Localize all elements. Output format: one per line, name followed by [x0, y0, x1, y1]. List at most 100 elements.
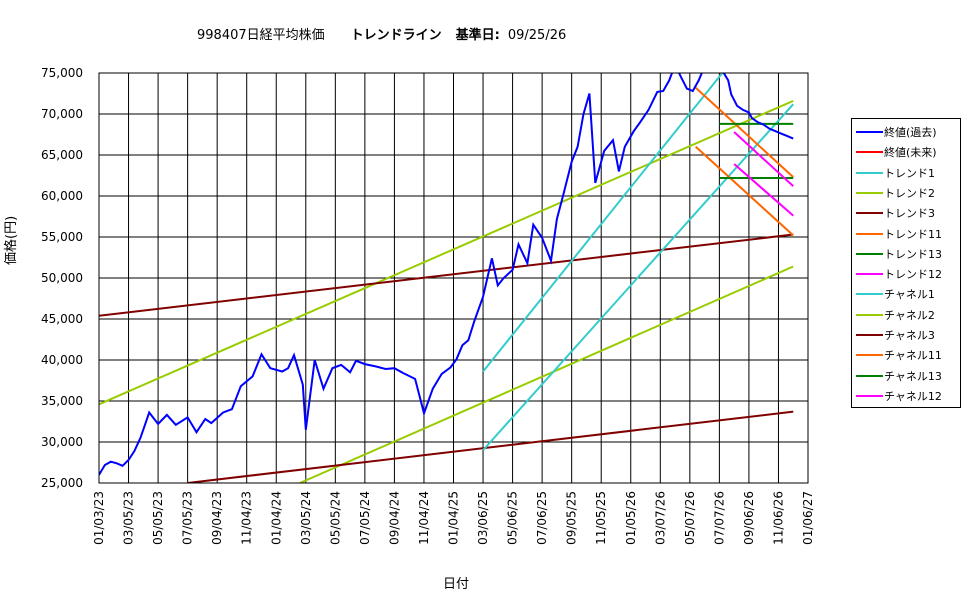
x-tick-label: 01/06/27 [801, 491, 815, 545]
legend-swatch [856, 171, 883, 174]
x-tick-label: 05/07/26 [683, 491, 697, 545]
legend-swatch [856, 151, 883, 154]
channel2-line [299, 265, 794, 483]
y-tick-label: 25,000 [41, 476, 83, 490]
legend: 終値(過去) 終値(未来) トレンド1 トレンド2 トレンド3 トレンド11 トレンド13 ト… [851, 118, 961, 408]
x-tick-label: 11/06/26 [771, 491, 785, 545]
legend-swatch [856, 232, 883, 235]
legend-label: トレンド2 [884, 186, 935, 200]
legend-item: 終値(過去) [852, 122, 962, 142]
x-tick-label: 11/04/24 [417, 491, 431, 545]
legend-label: 終値(過去) [884, 126, 937, 139]
legend-label: チャネル13 [884, 369, 942, 383]
trend3-line [99, 233, 794, 317]
x-tick-label: 09/04/23 [210, 491, 224, 545]
legend-item: 終値(未来) [852, 142, 962, 162]
trend2-line [99, 99, 794, 406]
y-tick-label: 60,000 [41, 189, 83, 203]
x-tick-label: 03/05/24 [299, 491, 313, 545]
x-tick-label: 01/03/23 [92, 491, 106, 545]
y-tick-label: 55,000 [41, 230, 83, 244]
trendline-title: トレンドライン [350, 28, 442, 43]
x-tick-label: 05/06/25 [506, 491, 520, 545]
y-tick-label: 75,000 [41, 66, 83, 80]
x-tick-label: 01/04/25 [447, 491, 461, 545]
legend-label: トレンド1 [884, 166, 935, 180]
legend-item: チャネル1 [852, 284, 962, 304]
x-tick-label: 03/06/25 [476, 491, 490, 545]
legend-item: チャネル3 [852, 325, 962, 345]
x-tick-label: 11/04/23 [240, 491, 254, 545]
legend-label: チャネル1 [884, 288, 935, 302]
x-tick-label: 07/05/24 [358, 491, 372, 545]
legend-swatch [856, 354, 883, 357]
legend-swatch [856, 212, 883, 215]
x-tick-label: 07/06/25 [535, 491, 549, 545]
x-tick-label: 09/05/25 [565, 491, 579, 545]
series-lines [99, 73, 794, 483]
y-tick-label: 65,000 [41, 148, 83, 162]
legend-item: チャネル11 [852, 345, 962, 365]
legend-label: チャネル2 [884, 308, 935, 322]
legend-swatch [856, 374, 883, 377]
x-tick-label: 03/05/23 [122, 491, 136, 545]
legend-swatch [856, 273, 883, 276]
legend-item: トレンド12 [852, 264, 962, 284]
x-tick-label: 05/05/24 [328, 491, 342, 545]
legend-swatch [856, 334, 883, 336]
legend-swatch [856, 191, 883, 194]
y-tick-label: 70,000 [41, 107, 83, 121]
y-tick-labels: 25,000 30,000 35,000 40,000 45,000 50,000 55,0… [41, 66, 83, 490]
x-tick-label: 05/05/23 [151, 491, 165, 545]
legend-swatch [856, 293, 883, 296]
trend1-line [482, 73, 724, 373]
legend-label: トレンド12 [884, 268, 942, 282]
y-tick-label: 40,000 [41, 353, 83, 367]
y-tick-label: 45,000 [41, 312, 83, 326]
legend-item: チャネル12 [852, 386, 962, 406]
legend-label: トレンド3 [884, 207, 935, 221]
channel3-line [187, 410, 794, 483]
x-tick-label: 09/06/26 [742, 491, 756, 545]
channel1-line [482, 103, 794, 451]
legend-label: 終値(未来) [884, 146, 937, 160]
legend-item: トレンド2 [852, 183, 962, 203]
y-tick-label: 35,000 [41, 394, 83, 408]
legend-swatch [856, 394, 883, 397]
close-past-line [99, 73, 794, 476]
legend-swatch [856, 252, 883, 255]
x-tick-label: 01/04/24 [269, 491, 283, 545]
legend-item: トレンド11 [852, 224, 962, 244]
legend-swatch [856, 313, 883, 316]
x-axis-label: 日付 [443, 577, 470, 592]
legend-label: トレンド11 [884, 227, 942, 241]
legend-item: トレンド13 [852, 244, 962, 264]
legend-label: チャネル3 [884, 329, 935, 342]
x-tick-label: 01/05/26 [624, 491, 638, 545]
legend-swatch [856, 131, 883, 133]
base-date-label: 基準日: [455, 28, 500, 43]
legend-item: チャネル13 [852, 366, 962, 386]
base-date-value: 09/25/26 [507, 28, 567, 43]
legend-item: トレンド1 [852, 163, 962, 183]
legend-label: チャネル11 [884, 349, 942, 363]
y-tick-label: 50,000 [41, 271, 83, 285]
x-tick-label: 03/07/26 [653, 491, 667, 545]
trend12-line [733, 131, 794, 187]
x-tick-label: 07/07/26 [712, 491, 726, 545]
chart-title: 998407日経平均株価 トレンドライン 基準日: 09/25/26 [197, 24, 566, 43]
legend-label: チャネル12 [884, 389, 942, 403]
x-tick-label: 09/04/24 [387, 491, 401, 545]
trend11-line [695, 87, 794, 178]
x-tick-label: 07/05/23 [181, 491, 195, 545]
channel11-line [695, 146, 794, 237]
y-tick-label: 30,000 [41, 435, 83, 449]
plot-frame [98, 72, 809, 484]
y-axis-label: 価格(円) [4, 215, 19, 265]
legend-label: トレンド13 [884, 247, 942, 261]
channel12-line [733, 163, 794, 217]
x-tick-label: 11/05/25 [594, 491, 608, 545]
legend-item: トレンド3 [852, 203, 962, 223]
legend-item: チャネル2 [852, 305, 962, 325]
